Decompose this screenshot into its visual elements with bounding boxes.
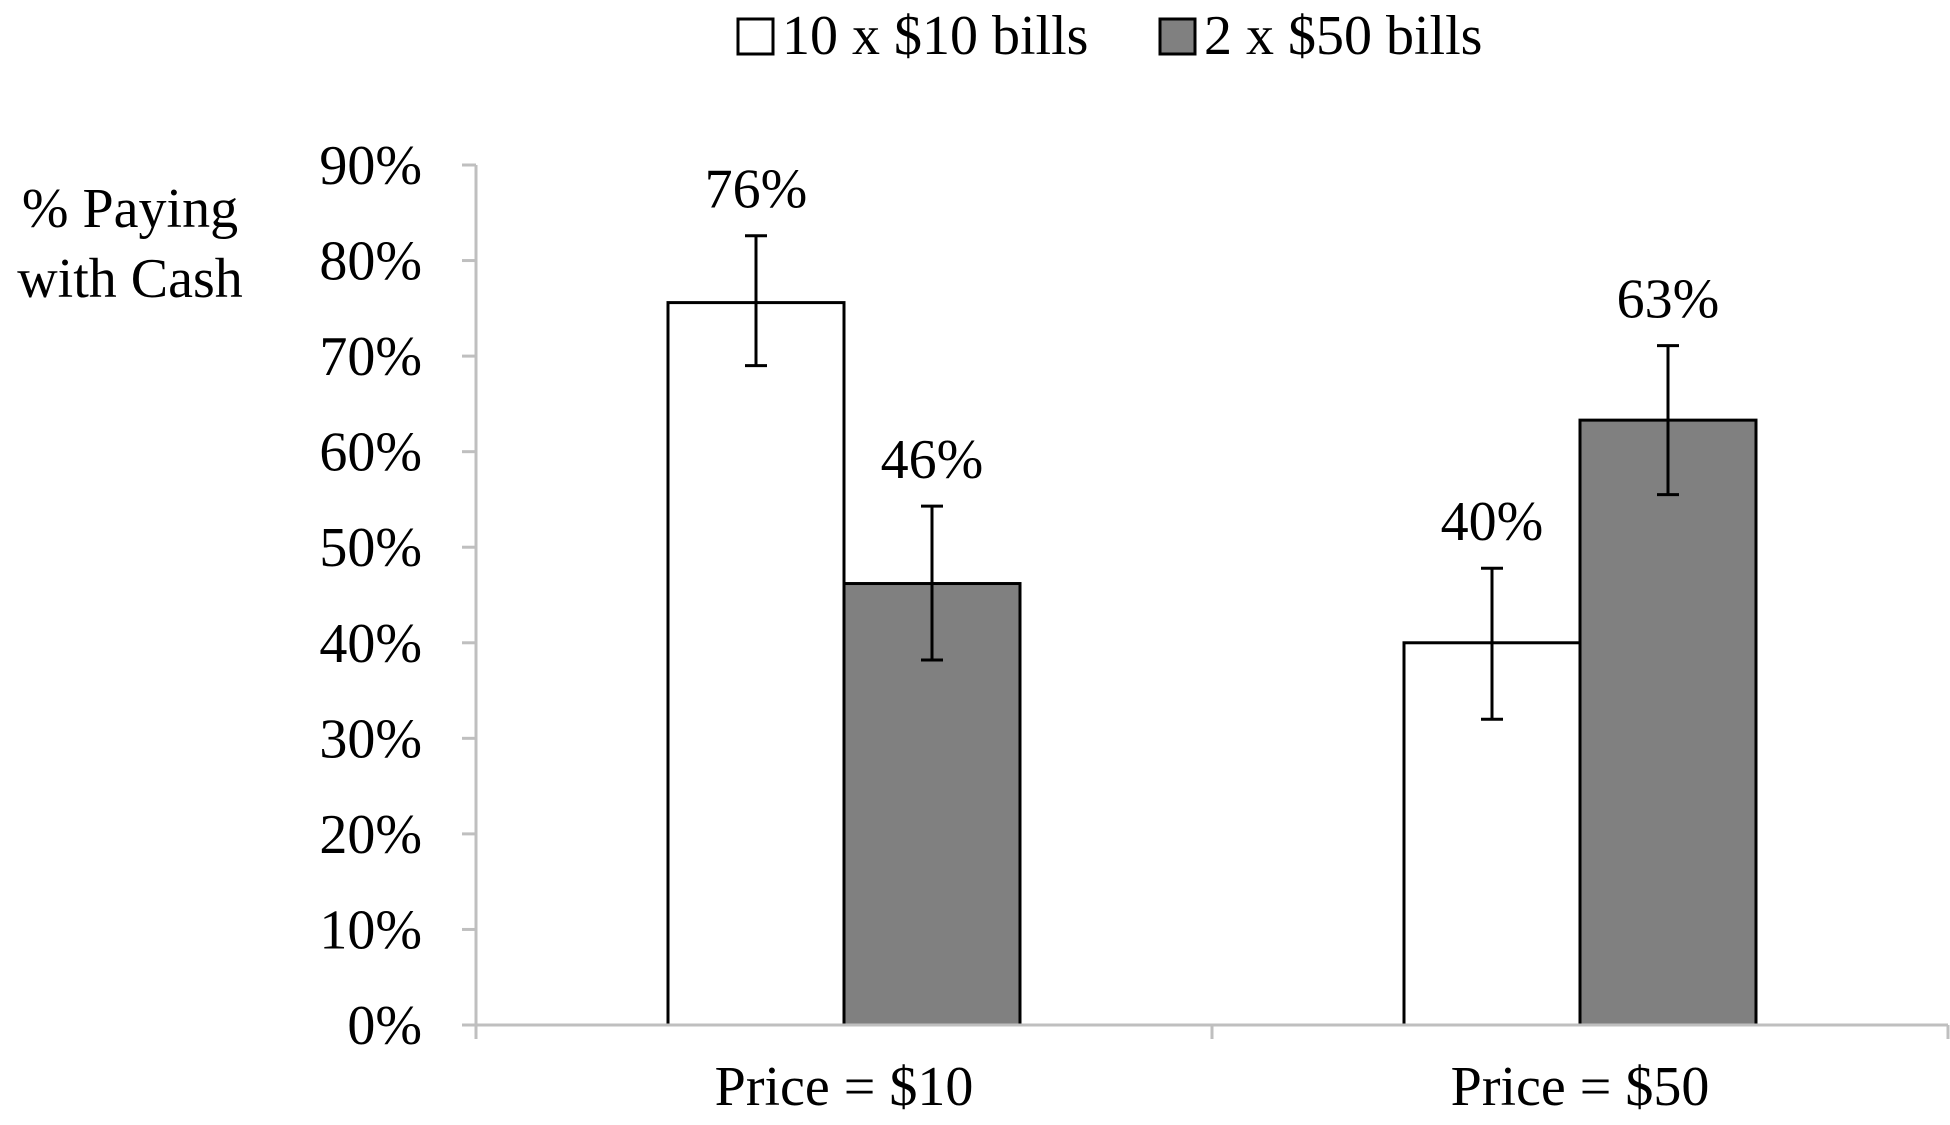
- data-label: 40%: [1441, 491, 1544, 553]
- data-labels: 76% 46% 40% 63%: [705, 159, 1720, 554]
- y-tick-label: 50%: [319, 517, 422, 579]
- x-tick-label: Price = $50: [1451, 1056, 1710, 1118]
- y-axis-ticks: 0% 10% 20% 30% 40% 50% 60% 70% 80% 90%: [319, 135, 476, 1057]
- y-tick-label: 10%: [319, 899, 422, 961]
- y-axis-label: % Paying with Cash: [17, 178, 243, 310]
- y-tick-label: 80%: [319, 231, 422, 293]
- y-tick-label: 60%: [319, 422, 422, 484]
- x-axis-categories: Price = $10 Price = $50: [715, 1056, 1710, 1118]
- x-tick-label: Price = $10: [715, 1056, 974, 1118]
- bar: [1578, 418, 1758, 1027]
- axes: [474, 165, 1950, 1039]
- y-tick-label: 90%: [319, 135, 422, 197]
- y-tick-label: 70%: [319, 326, 422, 388]
- bar: [666, 301, 846, 1027]
- legend-label: 2 x $50 bills: [1204, 5, 1482, 67]
- data-label: 63%: [1617, 269, 1720, 331]
- legend: 10 x $10 bills 2 x $50 bills: [736, 5, 1482, 67]
- y-axis-label-line: with Cash: [17, 248, 243, 310]
- y-tick-label: 40%: [319, 613, 422, 675]
- legend-swatch: [736, 17, 775, 56]
- data-label: 76%: [705, 159, 808, 221]
- legend-label: 10 x $10 bills: [782, 5, 1088, 67]
- y-axis-label-line: % Paying: [22, 178, 238, 240]
- data-label: 46%: [881, 429, 984, 491]
- y-tick-label: 30%: [319, 708, 422, 770]
- y-tick-label: 0%: [347, 995, 422, 1057]
- y-tick-label: 20%: [319, 804, 422, 866]
- legend-swatch: [1158, 17, 1197, 56]
- error-bars: [745, 234, 1679, 721]
- bars: [666, 301, 1758, 1027]
